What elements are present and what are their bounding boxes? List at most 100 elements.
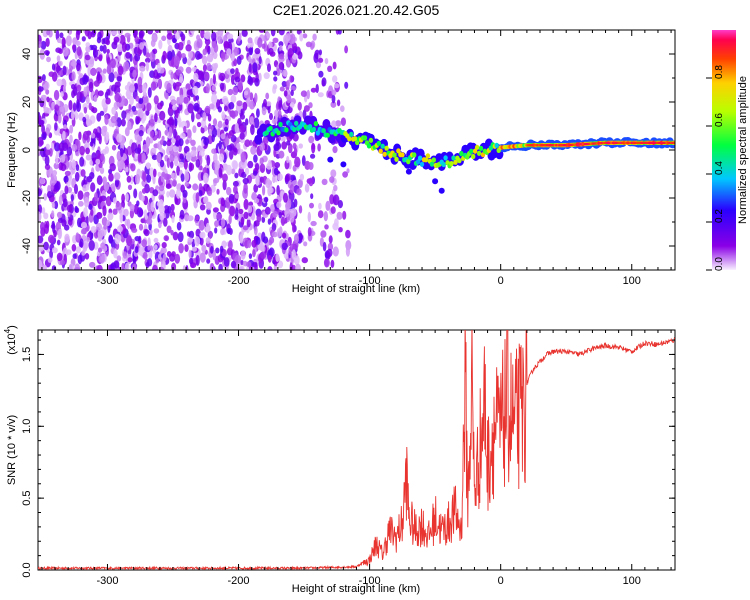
spectrogram-cell (222, 173, 228, 182)
spectrogram-cell (85, 96, 90, 104)
spectrogram-cell (247, 37, 253, 44)
spectrogram-cell (178, 243, 184, 254)
spectrogram-cell (268, 239, 273, 246)
spectrogram-cell (124, 84, 130, 91)
spectrogram-cell (71, 84, 76, 90)
spectrogram-cell (299, 173, 305, 181)
spectrogram-cell (154, 112, 158, 123)
spectrogram-cell (431, 157, 436, 163)
spectrogram-cell (135, 102, 142, 109)
spectrogram-cell (125, 166, 129, 173)
spectrogram-cell (268, 247, 275, 258)
spectrogram-cell (84, 197, 90, 208)
spectrogram-cell (88, 81, 94, 93)
spectrogram-x-tick-label: -200 (228, 275, 250, 287)
spectrogram-cell (382, 151, 387, 157)
spectrogram-cell (384, 145, 389, 151)
spectrogram-cell (139, 65, 146, 72)
spectrogram-cell (153, 228, 160, 234)
spectrogram-cell (394, 156, 399, 162)
spectrogram-cell (313, 121, 319, 127)
spectrogram-cell (112, 208, 118, 215)
spectrogram-cell (278, 150, 285, 159)
spectrogram-cell (154, 30, 160, 34)
spectrogram-cell (278, 62, 285, 70)
spectrogram-cell (220, 197, 225, 207)
spectrogram-cell (232, 86, 239, 96)
spectrogram-cell (220, 228, 225, 236)
spectrogram-cell (126, 112, 131, 122)
snr-x-tick-label: -200 (228, 575, 250, 587)
spectrogram-cell (104, 146, 110, 154)
spectrogram-cell (293, 233, 300, 244)
spectrogram-cell (104, 114, 109, 125)
spectrogram-cell (175, 140, 180, 147)
spectrogram-cell (368, 137, 374, 143)
spectrogram-cell (459, 151, 464, 157)
spectrogram-cell (336, 99, 341, 107)
spectrogram-cell (153, 237, 159, 243)
spectrogram-cell (274, 162, 281, 168)
colorbar: 0.0 0.2 0.4 0.6 0.8 Normalized spectral ampl… (706, 30, 749, 271)
spectrogram-cell (246, 261, 252, 268)
spectrogram-cell (145, 261, 150, 269)
spectrogram-cell (83, 106, 88, 114)
spectrogram-cell (233, 46, 240, 56)
spectrogram-cell (169, 160, 174, 169)
spectrogram-cell (183, 125, 187, 133)
snr-y-tick-label: 0.5 (21, 490, 33, 505)
spectrogram-cell (196, 34, 201, 41)
spectrogram-cell (342, 210, 347, 220)
spectrogram-cell (218, 140, 222, 150)
spectrogram-cell (56, 211, 63, 219)
spectrogram-cell (263, 98, 267, 108)
spectrogram-cell (443, 155, 448, 161)
spectrogram-cell (200, 30, 205, 39)
spectrogram-cell (267, 266, 273, 270)
spectrogram-y-tick-label: 40 (21, 48, 33, 60)
spectrogram-cell (332, 75, 338, 83)
spectrogram-cell (75, 232, 80, 241)
spectrogram-cell (297, 178, 303, 188)
spectrogram-cell (323, 258, 330, 268)
spectrogram-cell (332, 246, 339, 257)
spectrogram-cell (57, 113, 62, 124)
spectrogram-cell (308, 162, 314, 170)
spectrogram-cell (310, 153, 316, 159)
spectrogram-cell (205, 237, 211, 244)
spectrogram-cell (111, 182, 116, 192)
spectrogram-cell (116, 255, 122, 262)
spectrogram-cell (240, 259, 244, 266)
spectrogram-cell (108, 172, 114, 182)
spectrogram-cell (290, 33, 296, 45)
spectrogram-cell (53, 162, 59, 170)
spectrogram-cell (251, 239, 257, 248)
spectrogram-x-tick-label: 0 (498, 275, 504, 287)
spectrogram-cell (47, 257, 53, 263)
snr-x-tick-label: -100 (359, 575, 381, 587)
spectrogram-cell (248, 253, 253, 259)
spectrogram-cell (236, 100, 243, 107)
spectrogram-cell (270, 204, 275, 213)
spectrogram-cell (255, 175, 260, 186)
spectrogram-cell (127, 120, 132, 131)
spectrogram-cell (417, 155, 423, 161)
spectrogram-cell (205, 201, 212, 210)
spectrogram-cell (318, 70, 324, 78)
spectrogram-cell (95, 67, 102, 74)
spectrogram-cell (239, 233, 244, 244)
spectrogram-cell (138, 130, 144, 137)
spectrogram-cell (44, 164, 51, 170)
spectrogram-cell (331, 89, 337, 96)
spectrogram-cell (153, 244, 158, 250)
spectrogram-cell (232, 160, 238, 170)
spectrogram-cell (271, 223, 277, 232)
spectrogram-cell (146, 162, 151, 170)
spectrogram-cell (253, 226, 258, 236)
spectrogram-cell (250, 124, 255, 136)
spectrogram-cell (273, 143, 280, 152)
spectrogram-cell (210, 246, 214, 254)
spectrogram-cell (198, 190, 203, 197)
